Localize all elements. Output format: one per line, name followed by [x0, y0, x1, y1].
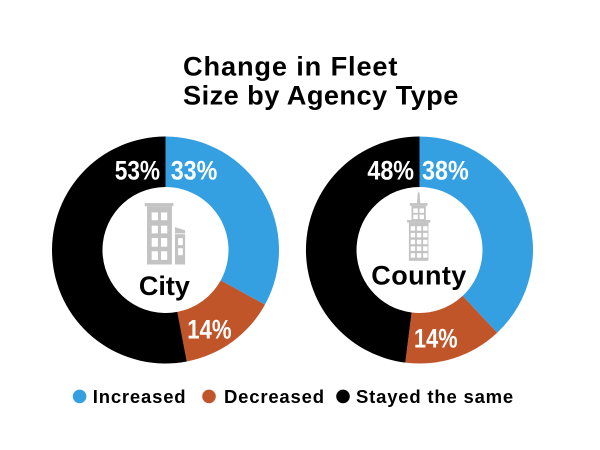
svg-text:Size by Agency Type: Size by Agency Type [183, 80, 459, 111]
svg-text:14%: 14% [414, 324, 458, 354]
svg-text:Stayed the same: Stayed the same [356, 386, 514, 407]
svg-text:33%: 33% [171, 155, 218, 185]
svg-text:14%: 14% [187, 315, 231, 345]
svg-text:53%: 53% [115, 155, 160, 185]
svg-text:County: County [371, 260, 466, 290]
svg-text:48%: 48% [367, 155, 414, 185]
svg-text:Change in Fleet: Change in Fleet [183, 51, 398, 82]
svg-text:City: City [139, 271, 190, 301]
svg-text:Increased: Increased [93, 386, 187, 407]
svg-text:Decreased: Decreased [224, 386, 325, 407]
svg-text:38%: 38% [422, 155, 469, 185]
